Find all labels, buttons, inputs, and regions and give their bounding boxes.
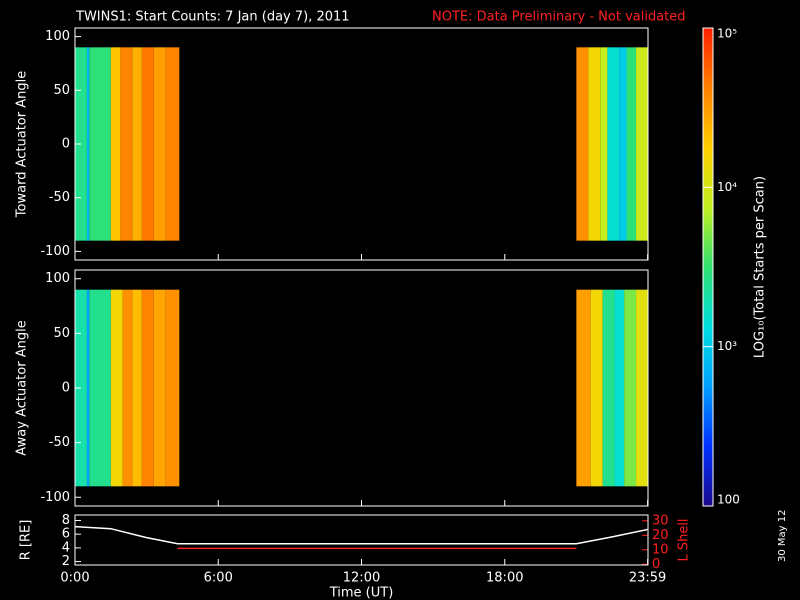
heatmap-cell [153,289,166,487]
x-tick-label: 12:00 [343,571,380,586]
heatmap-cell [624,289,637,487]
heatmap-cell [110,289,123,487]
heatmap-cell [141,47,154,241]
heatmap-cell [132,289,142,487]
colorbar [702,27,714,507]
y2-tick-label: 20 [652,528,669,543]
heatmap-cell [141,289,154,487]
heatmap-cell [89,289,111,487]
y2-tick-label: 30 [652,513,669,528]
y-tick-label: -50 [49,190,70,205]
heatmap-cell [614,289,625,487]
x-tick-label: 18:00 [486,571,523,586]
heatmap-cell [132,47,142,241]
y2-axis-label: L Shell [677,518,692,561]
y-tick-label: 0 [62,381,70,396]
colorbar-label: LOG₁₀(Total Starts per Scan) [753,176,768,358]
y-tick-label: 100 [45,29,70,44]
y-tick-label: -100 [40,244,70,259]
colorbar-tick-label: 100 [717,493,740,507]
y-tick-label: 6 [62,527,70,542]
title: TWINS1: Start Counts: 7 Jan (day 7), 201… [75,10,350,25]
heatmap-cell [576,289,591,487]
colorbar-tick-label: 10⁵ [717,27,737,41]
series-line [75,525,648,545]
y-tick-label: 100 [45,271,70,286]
y-tick-label: 0 [62,137,70,152]
heatmap-cell [626,47,637,241]
y-tick-label: 2 [62,554,70,569]
heatmap-cell [619,47,627,241]
y2-tick-label: 10 [652,542,669,557]
heatmap-cell [120,47,133,241]
heatmap-cell [600,47,608,241]
y-tick-label: -50 [49,435,70,450]
y-tick-label: 50 [53,326,70,341]
heatmap-cell [602,289,615,487]
x-tick-label: 0:00 [60,571,89,586]
y2-tick-label: 0 [652,557,660,572]
y-axis-label: Away Actuator Angle [15,320,30,455]
y-tick-label: 8 [62,513,70,528]
heatmap-cell [165,289,180,487]
heatmap-cell [636,289,648,487]
heatmap-cell [122,289,133,487]
heatmap-cell [636,47,648,241]
y-axis-label: R [RE] [19,520,34,561]
heatmap-cell [588,47,601,241]
y-tick-label: 4 [62,540,70,555]
y-axis-label: Toward Actuator Angle [15,71,30,218]
y-tick-label: 50 [53,83,70,98]
heatmap-cell [607,47,620,241]
y-tick-label: -100 [40,490,70,505]
date-stamp: 30 May 12 [777,510,788,562]
colorbar-tick-label: 10³ [717,339,737,353]
heatmap-cell [89,47,111,241]
x-tick-label: 6:00 [204,571,233,586]
heatmap-cell [153,47,166,241]
heatmap-cell [86,289,90,487]
x-tick-label: 23:59 [629,571,666,586]
note: NOTE: Data Preliminary - Not validated [432,10,686,25]
heatmap-cell [86,47,90,241]
x-axis-label: Time (UT) [329,586,394,600]
colorbar-tick-label: 10⁴ [717,180,737,194]
heatmap-cell [110,47,121,241]
heatmap-cell [590,289,603,487]
heatmap-cell [165,47,180,241]
heatmap-cell [576,47,589,241]
